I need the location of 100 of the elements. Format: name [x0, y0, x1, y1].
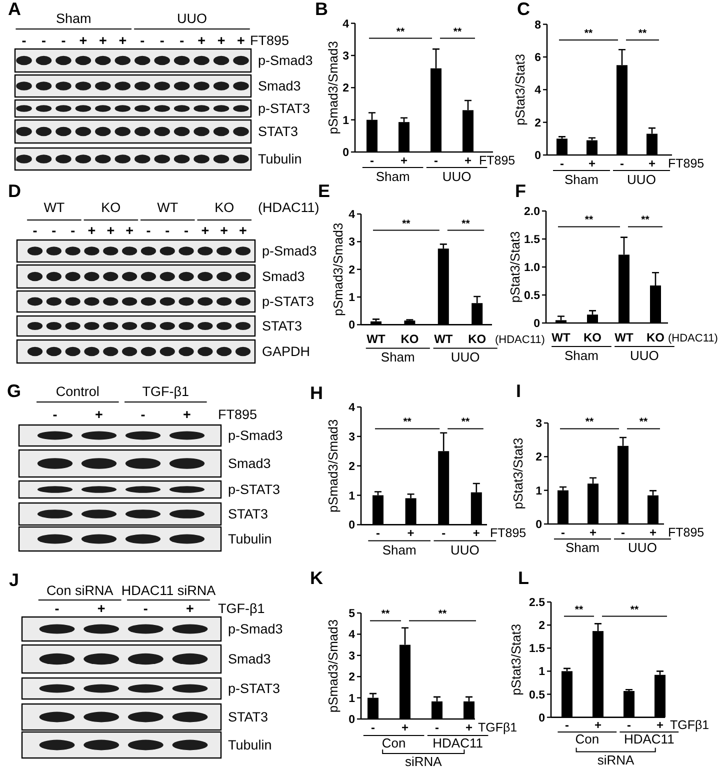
chart-title: C: [517, 0, 530, 19]
x-tick-label: -: [561, 526, 565, 540]
y-tick-label: 2: [538, 620, 545, 632]
y-tick-label: 3: [342, 50, 349, 62]
category-label: Tubulin: [228, 738, 272, 753]
category-label: -: [70, 223, 76, 238]
category-label: -: [140, 33, 145, 48]
category-label: +: [217, 33, 226, 48]
y-axis-title: pStat3/Stat3: [508, 624, 524, 696]
category-label: +: [118, 33, 127, 48]
category-label: +: [98, 33, 107, 48]
y-tick-label: 1.0: [524, 262, 540, 274]
text: siRNA: [404, 754, 442, 768]
x-axis-title: (HDAC11): [668, 332, 718, 344]
category-label: +: [106, 223, 115, 238]
y-tick-label: 4: [348, 402, 356, 414]
y-tick-label: 3: [348, 431, 355, 444]
text: HDAC11: [432, 736, 483, 750]
text: Control: [56, 384, 100, 399]
text: TGF-β1: [142, 384, 190, 399]
x-tick-label: -: [620, 156, 624, 170]
x-axis-title: TGFβ1: [478, 720, 518, 734]
annotation: **: [453, 26, 462, 38]
category-label: STAT3: [262, 318, 302, 334]
y-tick-label: 0: [348, 714, 355, 726]
category-label: -: [146, 223, 151, 238]
x-tick-label: +: [648, 156, 656, 170]
category-label: Smad3: [262, 269, 305, 284]
x-tick-label: WT: [552, 330, 571, 344]
x-tick-label: KO: [468, 332, 486, 346]
x-tick-label: -: [565, 718, 569, 732]
x-tick-label: KO: [584, 330, 602, 344]
y-tick-label: 3: [536, 418, 542, 430]
text: Sham: [380, 350, 415, 365]
y-tick-label: 0: [538, 712, 545, 724]
x-tick-label: +: [472, 526, 480, 540]
x-tick-label: +: [656, 718, 664, 732]
y-tick-label: 4: [348, 629, 356, 642]
chart-title: H: [310, 383, 323, 403]
category-label: p-STAT3: [228, 681, 280, 696]
y-axis-title: pSmad3/Smad3: [326, 619, 341, 713]
chart-title: I: [516, 381, 522, 401]
text: UUO: [630, 348, 659, 363]
x-tick-label: -: [376, 526, 380, 540]
annotation: **: [462, 218, 471, 230]
y-tick-label: 3: [348, 236, 355, 249]
text: UUO: [176, 11, 207, 26]
category-label: +: [97, 601, 106, 616]
x-tick-label: +: [649, 526, 657, 540]
x-tick-label: -: [621, 526, 625, 540]
y-tick-label: 6: [534, 52, 541, 64]
annotation: **: [630, 604, 640, 616]
y-tick-label: 3: [348, 650, 355, 662]
category-label: STAT3: [228, 506, 268, 522]
y-tick-label: 2: [348, 460, 355, 473]
annotation: **: [402, 218, 412, 230]
x-tick-label: +: [464, 154, 472, 168]
annotation: **: [403, 416, 412, 428]
y-tick-label: 2.0: [524, 206, 540, 218]
category-label: GAPDH: [262, 344, 310, 360]
category-label: +: [237, 33, 246, 48]
text: Con: [575, 731, 600, 746]
category-label: Tubulin: [258, 152, 302, 167]
annotation: **: [641, 214, 650, 226]
y-tick-label: 2: [342, 82, 349, 95]
category-label: p-Smad3: [258, 53, 313, 68]
chart-title: E: [318, 181, 330, 201]
text: KO: [214, 200, 234, 215]
text: A: [8, 0, 21, 19]
text: UUO: [450, 542, 480, 558]
category-label: +: [88, 223, 96, 238]
text: UUO: [442, 169, 472, 184]
annotation: **: [584, 214, 594, 226]
text: TGF-β1: [218, 601, 265, 616]
y-axis-title: pStat3/Stat3: [508, 231, 523, 303]
x-tick-label: +: [594, 718, 602, 732]
category-label: p-STAT3: [228, 482, 280, 498]
y-tick-label: 0: [348, 320, 355, 332]
y-tick-label: 0: [342, 147, 349, 160]
category-label: +: [183, 407, 192, 422]
category-label: -: [165, 223, 170, 238]
x-tick-label: +: [465, 720, 473, 734]
category-label: +: [201, 223, 210, 238]
chart-title: F: [515, 181, 526, 201]
text: Sham: [564, 348, 598, 363]
text: FT895: [250, 33, 290, 48]
text: UUO: [628, 540, 657, 555]
text: G: [7, 381, 22, 401]
category-label: -: [22, 33, 26, 48]
y-tick-label: 1: [536, 485, 543, 498]
category-label: +: [198, 33, 206, 48]
category-label: -: [180, 33, 184, 48]
text: Sham: [566, 540, 600, 555]
category-label: Smad3: [228, 652, 271, 667]
y-tick-label: 1: [538, 666, 546, 678]
x-tick-label: -: [371, 720, 375, 734]
y-tick-label: 1: [348, 490, 356, 502]
y-axis-title: pSmad3/Smad3: [326, 419, 341, 512]
category-label: STAT3: [228, 710, 268, 725]
text: HDAC11 siRNA: [121, 583, 216, 598]
